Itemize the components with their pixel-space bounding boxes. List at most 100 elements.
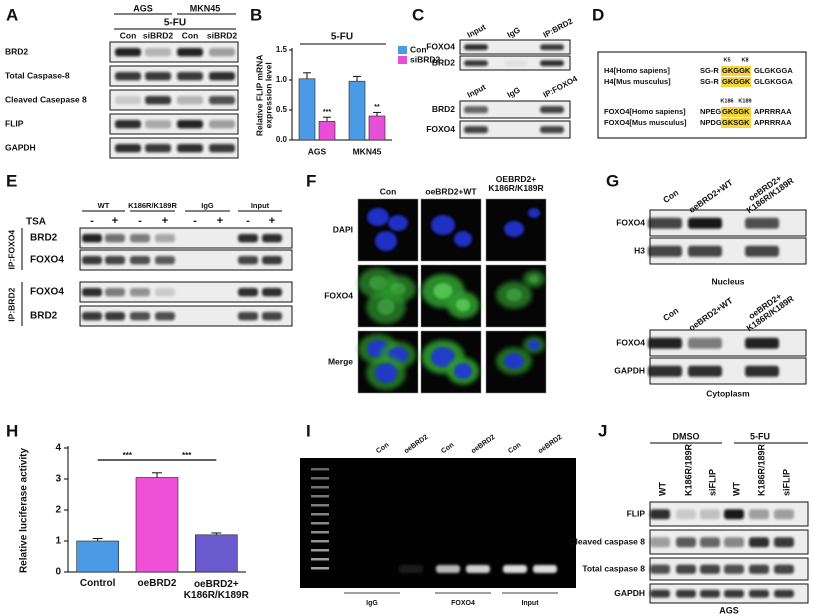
x-tick-label: MKN45 [353, 146, 382, 156]
sign: - [246, 215, 250, 227]
column-label: oeBRD2+WT [425, 186, 477, 196]
row-label: FOXO4 [616, 217, 645, 227]
band [238, 234, 258, 243]
motif: GKGGK [722, 77, 751, 86]
motif-highlight [721, 107, 751, 117]
nuclear-foxo4 [455, 298, 471, 312]
band [688, 337, 722, 349]
band [648, 245, 682, 257]
sequence: GLGKGGA [754, 77, 793, 86]
lane-label: Con [120, 30, 137, 40]
band [648, 337, 682, 349]
band [130, 234, 150, 243]
band [700, 509, 720, 520]
band [238, 312, 258, 321]
band [745, 337, 779, 349]
sign: + [269, 215, 275, 227]
lane-label: Input [466, 22, 488, 39]
y-tick-label: 0.0 [276, 135, 288, 144]
ladder-band [311, 549, 329, 552]
lane-label: siFLIP [707, 469, 717, 496]
alignment-box [597, 51, 807, 139]
motif: GKSGK [722, 118, 750, 127]
band [177, 144, 203, 153]
band [105, 256, 125, 265]
nucleus-stain [375, 231, 397, 251]
x-tick-label: oeBRD2 [137, 577, 177, 589]
panel-label: H [6, 421, 18, 440]
sequence: APRRRAA [754, 118, 792, 127]
band [130, 288, 150, 297]
row-label: BRD2 [432, 104, 455, 114]
motif: GKGGK [722, 66, 751, 75]
band [82, 288, 102, 297]
band [745, 217, 779, 229]
band [177, 120, 203, 129]
blot [459, 120, 571, 139]
row-label: BRD2 [5, 46, 28, 56]
band [540, 44, 564, 51]
micrograph [357, 198, 419, 262]
row-label: FOXO4 [426, 41, 455, 51]
ip-label: IP:FOXO4 [6, 229, 17, 270]
row-label: GAPDH [614, 365, 645, 375]
band [464, 44, 488, 51]
band [676, 589, 696, 598]
treatment-label: TSA [26, 217, 46, 228]
row-label: Total caspase 8 [582, 563, 645, 573]
group-label: FOXO4 [451, 600, 475, 607]
nucleus-stain [504, 221, 524, 237]
row-label: DAPI [333, 224, 353, 234]
band [130, 312, 150, 321]
band [774, 564, 794, 574]
lane-label: IgG [506, 25, 522, 39]
lane-label: Con [507, 442, 522, 456]
lane-label: oeBRD2 [537, 434, 563, 455]
y-axis-label: Relative FLIP mRNA expression level [254, 54, 274, 136]
ladder-band [311, 558, 329, 561]
band [464, 106, 488, 114]
x-tick-label: AGS [308, 146, 327, 156]
lane-label: siBRD2 [143, 30, 174, 40]
bar [348, 80, 366, 141]
band [676, 537, 696, 548]
site-label: K186 [720, 98, 733, 104]
band [650, 564, 670, 574]
band [774, 589, 794, 598]
ladder-band [311, 504, 329, 507]
band [209, 96, 235, 105]
band [540, 126, 564, 134]
band [115, 96, 141, 105]
band [177, 72, 203, 81]
band [688, 245, 722, 257]
row-label: GAPDH [5, 142, 36, 152]
nucleus-stain [431, 347, 455, 367]
band [177, 96, 203, 105]
band [724, 509, 744, 520]
band [209, 72, 235, 81]
ladder-band [311, 468, 329, 471]
y-tick-label: 0 [55, 567, 61, 578]
pcr-band [436, 565, 460, 573]
band [262, 234, 282, 243]
band [464, 126, 488, 134]
significance: *** [323, 109, 331, 116]
nucleus-stain [454, 363, 472, 379]
row-label: Total Caspase-8 [5, 70, 70, 80]
band [774, 509, 794, 520]
band [700, 564, 720, 574]
error-bar [92, 538, 103, 541]
pcr-band [399, 565, 423, 573]
species: FOXO4[Mus musculus] [604, 118, 687, 127]
condition-label: 5-FU [750, 431, 770, 441]
ladder-band [311, 486, 329, 489]
row-label: BRD2 [30, 311, 58, 322]
legend-label: Con [410, 44, 427, 54]
sequence: SG-R [700, 77, 719, 86]
band [105, 312, 125, 321]
pcr-band [503, 565, 527, 573]
condition-label: DMSO [673, 431, 700, 441]
row-label: Cleaved caspase 8 [569, 536, 645, 546]
band [145, 48, 171, 57]
